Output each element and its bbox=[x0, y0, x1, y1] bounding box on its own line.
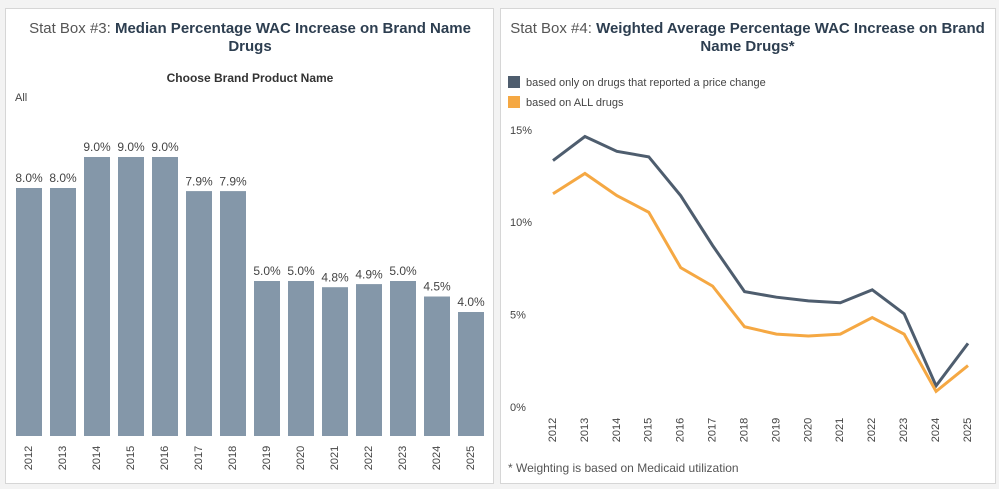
x-tick-label: 2022 bbox=[363, 446, 375, 470]
x-tick-label: 2013 bbox=[579, 418, 591, 442]
x-tick-label: 2015 bbox=[643, 418, 655, 442]
value-label: 5.0% bbox=[253, 264, 281, 278]
panel bbox=[500, 8, 996, 484]
y-tick-label: 0% bbox=[510, 402, 526, 414]
x-tick-label: 2018 bbox=[227, 446, 239, 470]
x-tick-label: 2019 bbox=[261, 446, 273, 470]
filter-value[interactable]: All bbox=[15, 92, 27, 104]
value-label: 9.0% bbox=[151, 140, 179, 154]
value-label: 8.0% bbox=[15, 171, 43, 185]
legend-swatch bbox=[508, 96, 520, 108]
bar bbox=[16, 188, 42, 436]
bar bbox=[254, 281, 280, 436]
bar bbox=[356, 284, 382, 436]
line bbox=[552, 171, 969, 394]
filter-label: Choose Brand Product Name bbox=[167, 71, 334, 85]
title-prefix: Stat Box #4: bbox=[510, 20, 592, 37]
value-label: 9.0% bbox=[83, 140, 111, 154]
bar bbox=[220, 191, 246, 436]
x-tick-label: 2014 bbox=[611, 418, 623, 442]
value-label: 4.0% bbox=[457, 295, 485, 309]
x-tick-label: 2020 bbox=[295, 446, 307, 470]
x-tick-label: 2021 bbox=[329, 446, 341, 470]
bar bbox=[118, 157, 144, 436]
value-label: 4.8% bbox=[321, 270, 349, 284]
value-label: 9.0% bbox=[117, 140, 145, 154]
bar bbox=[84, 157, 110, 436]
bar bbox=[322, 287, 348, 436]
bar bbox=[458, 312, 484, 436]
bar bbox=[186, 191, 212, 436]
x-tick-label: 2017 bbox=[707, 418, 719, 442]
y-tick-label: 15% bbox=[510, 125, 532, 137]
value-label: 4.5% bbox=[423, 280, 451, 294]
x-tick-label: 2023 bbox=[397, 446, 409, 470]
x-tick-label: 2021 bbox=[834, 418, 846, 442]
legend-label: based only on drugs that reported a pric… bbox=[526, 77, 766, 89]
legend-label: based on ALL drugs bbox=[526, 97, 624, 109]
x-tick-label: 2012 bbox=[23, 446, 35, 470]
bar bbox=[390, 281, 416, 436]
value-label: 8.0% bbox=[49, 171, 77, 185]
x-tick-label: 2019 bbox=[770, 418, 782, 442]
bar bbox=[152, 157, 178, 436]
value-label: 4.9% bbox=[355, 267, 383, 281]
x-tick-label: 2024 bbox=[930, 418, 942, 442]
x-tick-label: 2015 bbox=[125, 446, 137, 470]
title-prefix: Stat Box #3: bbox=[29, 20, 111, 37]
x-tick-label: 2024 bbox=[431, 446, 443, 470]
x-tick-label: 2014 bbox=[91, 446, 103, 470]
x-tick-label: 2023 bbox=[898, 418, 910, 442]
x-tick-label: 2016 bbox=[159, 446, 171, 470]
y-tick-label: 10% bbox=[510, 217, 532, 229]
line bbox=[552, 134, 970, 389]
value-label: 5.0% bbox=[287, 264, 315, 278]
footnote: * Weighting is based on Medicaid utiliza… bbox=[508, 461, 739, 475]
x-tick-label: 2012 bbox=[547, 418, 559, 442]
legend-swatch bbox=[508, 76, 520, 88]
bar bbox=[288, 281, 314, 436]
x-tick-label: 2017 bbox=[193, 446, 205, 470]
chart-title: Stat Box #4: Weighted Average Percentage… bbox=[505, 20, 990, 56]
x-tick-label: 2022 bbox=[866, 418, 878, 442]
x-tick-label: 2016 bbox=[675, 418, 687, 442]
x-tick-label: 2025 bbox=[962, 418, 974, 442]
title-text: Median Percentage WAC Increase on Brand … bbox=[114, 20, 471, 55]
value-label: 7.9% bbox=[185, 174, 213, 188]
bar bbox=[424, 296, 450, 436]
bar bbox=[50, 188, 76, 436]
x-tick-label: 2018 bbox=[738, 418, 750, 442]
title-text: Weighted Average Percentage WAC Increase… bbox=[596, 20, 985, 55]
value-label: 7.9% bbox=[219, 174, 247, 188]
x-tick-label: 2013 bbox=[57, 446, 69, 470]
y-tick-label: 5% bbox=[510, 310, 526, 322]
x-tick-label: 2025 bbox=[465, 446, 477, 470]
value-label: 5.0% bbox=[389, 264, 417, 278]
x-tick-label: 2020 bbox=[802, 418, 814, 442]
chart-title: Stat Box #3: Median Percentage WAC Incre… bbox=[15, 20, 485, 56]
